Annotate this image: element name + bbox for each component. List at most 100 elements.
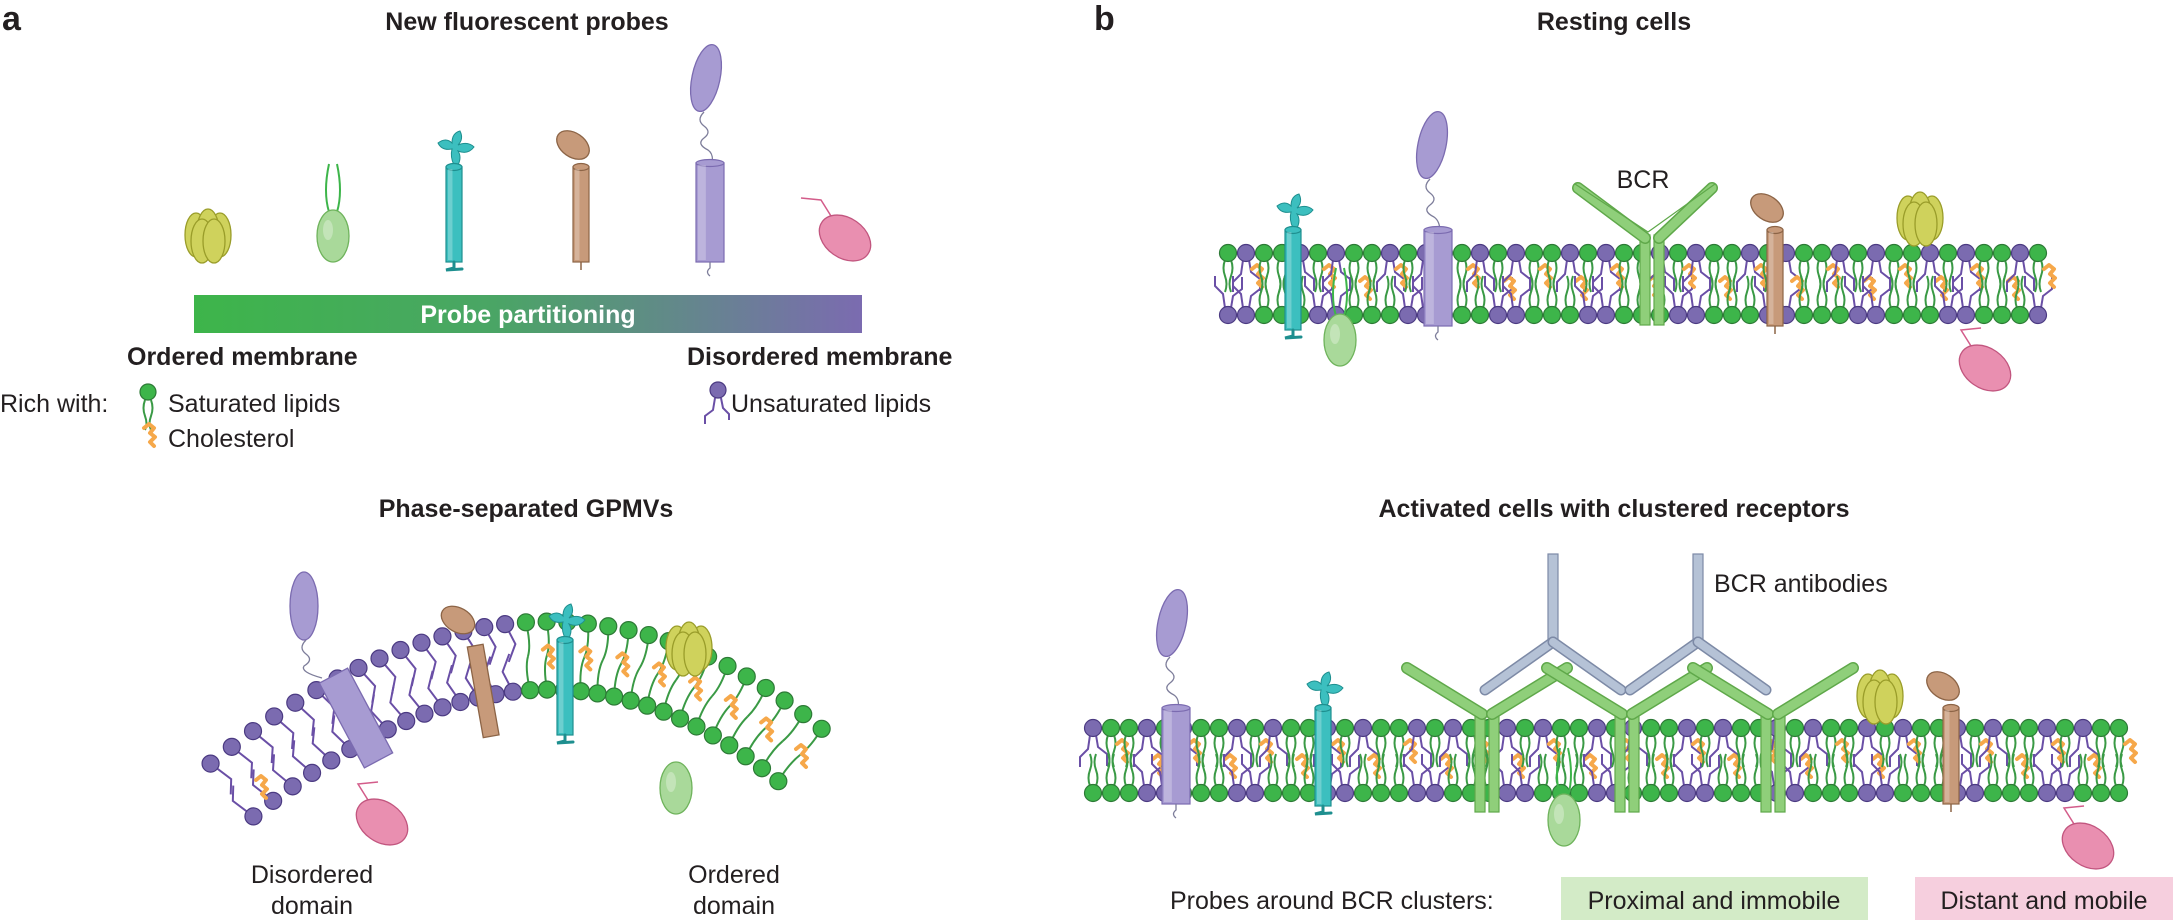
saturated-lipid bbox=[1695, 718, 1715, 768]
cholesterol-icon bbox=[1295, 753, 1310, 779]
bcr-receptor-3 bbox=[1687, 662, 1859, 813]
saturated-lipid bbox=[2001, 753, 2021, 803]
saturated-lipid bbox=[1848, 243, 1868, 293]
cholesterol-icon bbox=[723, 693, 739, 720]
disordered-domain-label-2: domain bbox=[271, 892, 353, 920]
saturated-lipid bbox=[1470, 275, 1490, 325]
saturated-lipid bbox=[1524, 275, 1544, 325]
cholesterol-icon bbox=[1610, 263, 1625, 289]
bcr-receptor-icon bbox=[1572, 182, 1718, 326]
cholesterol-icon bbox=[1655, 753, 1670, 779]
saturated-lipid bbox=[1803, 753, 1823, 803]
panel-a-letter: a bbox=[2, 0, 22, 38]
saturated-lipid bbox=[1713, 753, 1733, 803]
unsaturated-lipid bbox=[2024, 276, 2053, 325]
saturated-lipid bbox=[2010, 275, 2030, 325]
saturated-lipid bbox=[1209, 753, 1229, 803]
unsaturated-lipid bbox=[1529, 718, 1558, 767]
unsaturated-lipid bbox=[1871, 754, 1900, 803]
unsaturated-lipid bbox=[1691, 754, 1720, 803]
unsaturated-lipid bbox=[1799, 718, 1828, 767]
saturated-lipid bbox=[2091, 753, 2111, 803]
saturated-lipid bbox=[1254, 275, 1274, 325]
brown-probe-icon bbox=[440, 605, 500, 739]
saturated-lipid bbox=[1740, 275, 1760, 325]
unsaturated-lipid bbox=[1331, 754, 1360, 803]
saturated-lipid bbox=[1794, 275, 1814, 325]
saturated-lipid bbox=[2019, 753, 2039, 803]
saturated-lipid bbox=[1983, 753, 2003, 803]
cholesterol-icon bbox=[1907, 738, 1922, 764]
teal-probe-body bbox=[556, 635, 574, 736]
saturated-lipid bbox=[1443, 753, 1463, 803]
cholesterol-icon bbox=[1835, 738, 1850, 764]
saturated-lipid-pair bbox=[588, 617, 618, 703]
unsaturated-lipid bbox=[1556, 243, 1585, 292]
saturated-lipid bbox=[1821, 753, 1841, 803]
saturated-lipid-pair bbox=[516, 613, 540, 700]
unsaturated-lipid bbox=[1682, 276, 1711, 325]
cholesterol-icon bbox=[1898, 263, 1913, 289]
unsaturated-lipid bbox=[1592, 243, 1621, 292]
resting-lipid-bilayer bbox=[1214, 243, 2057, 325]
cholesterol-icon bbox=[688, 675, 704, 702]
teal-probe-icon bbox=[437, 130, 475, 272]
teal-probe-icon bbox=[1276, 193, 1314, 340]
unsaturated-lipid bbox=[2069, 718, 2098, 767]
lavender-probe-body bbox=[1161, 703, 1191, 805]
cholesterol-icon bbox=[759, 716, 775, 743]
saturated-lipid bbox=[1452, 275, 1472, 325]
resting-membrane bbox=[1214, 110, 2057, 392]
pink-probe-icon bbox=[800, 197, 872, 262]
cholesterol-icon bbox=[1691, 738, 1706, 764]
saturated-lipid-pair bbox=[736, 691, 794, 766]
yellow-trimer-probe-icon bbox=[184, 208, 232, 264]
saturated-lipid bbox=[1884, 275, 1904, 325]
unsaturated-lipid-pair bbox=[433, 627, 470, 712]
cholesterol-icon bbox=[142, 422, 157, 448]
saturated-lipid bbox=[1344, 275, 1364, 325]
cholesterol-icon bbox=[2015, 753, 2030, 779]
saturated-lipid bbox=[1353, 753, 1373, 803]
unsaturated-lipid-pair bbox=[391, 640, 434, 723]
cholesterol-icon bbox=[1223, 753, 1238, 779]
cholesterol-icon bbox=[1934, 275, 1949, 301]
cholesterol-icon bbox=[1871, 753, 1886, 779]
cholesterol-icon bbox=[1187, 738, 1202, 764]
saturated-lipid-pair bbox=[703, 667, 756, 745]
saturated-lipid bbox=[2055, 718, 2075, 768]
unsaturated-lipid bbox=[1862, 243, 1891, 292]
saturated-lipid bbox=[2109, 753, 2129, 803]
unsaturated-lipid bbox=[2051, 754, 2080, 803]
pale-green-probe-icon bbox=[659, 761, 693, 815]
unsaturated-lipid bbox=[1466, 243, 1495, 292]
disordered-membrane-label: Disordered membrane bbox=[687, 343, 952, 371]
cholesterol-icon bbox=[1511, 753, 1526, 779]
yellow-trimer-probe-icon bbox=[665, 621, 713, 677]
saturated-lipid bbox=[1488, 243, 1508, 293]
teal-probe-head bbox=[548, 603, 586, 639]
panel-b-letter: b bbox=[1094, 0, 1115, 38]
unsaturated-lipid bbox=[1394, 276, 1423, 325]
saturated-lipid bbox=[1425, 718, 1445, 768]
saturated-lipid-pair bbox=[537, 612, 557, 699]
cholesterol-icon bbox=[651, 661, 667, 688]
saturated-lipid bbox=[1938, 243, 1958, 293]
unsaturated-lipid bbox=[1934, 276, 1963, 325]
cholesterol-icon bbox=[1799, 753, 1814, 779]
cholesterol-icon bbox=[1367, 753, 1382, 779]
saturated-lipid bbox=[1263, 753, 1283, 803]
saturated-lipid bbox=[1371, 753, 1391, 803]
saturated-lipid bbox=[1281, 753, 1301, 803]
unsaturated-lipid-pair bbox=[496, 615, 523, 701]
saturated-lipid bbox=[1974, 275, 1994, 325]
rich-with-label: Rich with: bbox=[0, 390, 108, 418]
saturated-lipid bbox=[1245, 718, 1265, 768]
ordered-domain-label-2: domain bbox=[693, 892, 775, 920]
cholesterol-icon bbox=[2042, 263, 2057, 289]
unsaturated-lipid-pair bbox=[243, 722, 302, 796]
saturated-lipid bbox=[2028, 243, 2048, 293]
cholesterol-icon bbox=[1151, 753, 1166, 779]
pale-green-probe-icon bbox=[1323, 267, 1357, 367]
cholesterol-icon bbox=[794, 743, 809, 769]
